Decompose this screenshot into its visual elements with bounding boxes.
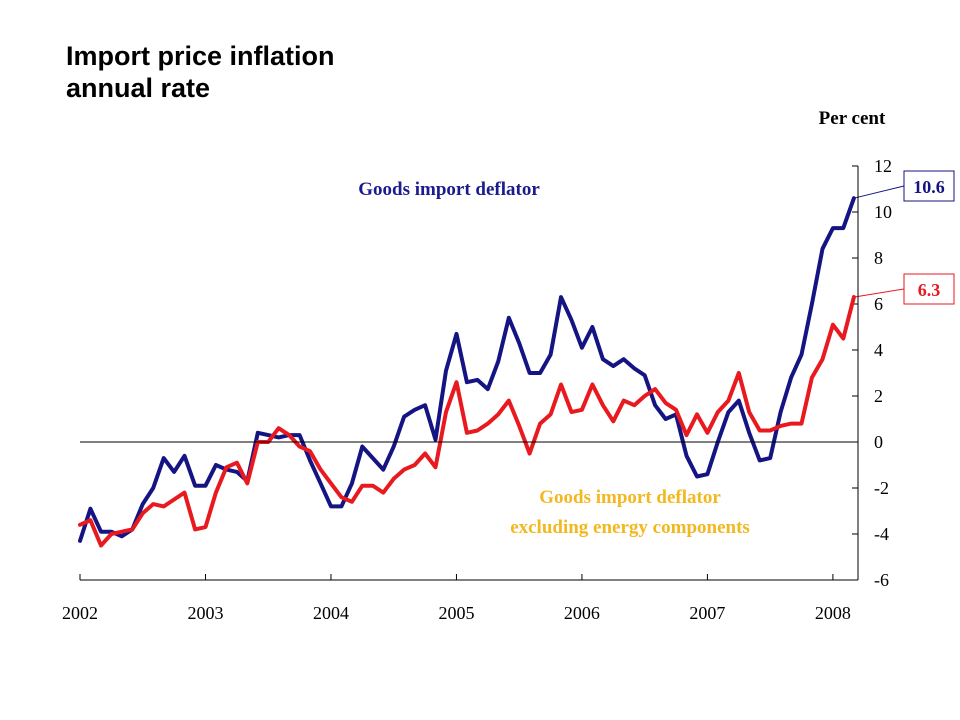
y-tick-label: 4 (874, 340, 883, 360)
red-end-value-box (903, 273, 955, 305)
blue-end-value-box (903, 170, 955, 202)
x-tick-label: 2004 (313, 603, 349, 623)
series-lines (78, 196, 856, 548)
x-axis-ticks (79, 574, 834, 580)
gold-series-annotation-line-1: Goods import deflator (539, 487, 721, 508)
y-tick-label: 2 (874, 386, 883, 406)
y-tick-label: 10 (874, 202, 892, 222)
y-tick-label: -4 (874, 524, 889, 544)
x-tick-label: 2003 (187, 603, 223, 623)
blue-end-value-leader-line (853, 185, 905, 199)
y-tick-label: 0 (874, 432, 883, 452)
goods-import-deflator-line (78, 196, 856, 543)
chart-title-line-2: annual rate (66, 73, 211, 103)
y-tick-label: -6 (874, 570, 889, 590)
x-tick-label: 2002 (62, 603, 98, 623)
blue-end-value-label: 10.6 (913, 177, 945, 197)
x-tick-label: 2006 (564, 603, 600, 623)
y-axis-tick-labels: -6 -4 -2 0 2 4 6 8 10 12 (874, 156, 892, 590)
chart-title-line-1: Import price inflation (66, 41, 335, 71)
x-axis-tick-labels: 2002 2003 2004 2005 2006 2007 2008 (62, 603, 851, 623)
y-tick-label: 6 (874, 294, 883, 314)
chart-title: Import price inflation annual rate (66, 40, 335, 104)
end-value-callouts: 10.6 6.3 (853, 170, 955, 305)
goods-import-deflator-ex-energy-line (78, 295, 856, 548)
y-axis-ticks (852, 165, 858, 581)
blue-series-annotation: Goods import deflator (358, 179, 540, 200)
x-tick-label: 2005 (438, 603, 474, 623)
red-end-value-leader-line (853, 288, 905, 298)
y-tick-label: -2 (874, 478, 889, 498)
y-tick-label: 8 (874, 248, 883, 268)
unit-label: Per cent (819, 108, 886, 129)
x-tick-label: 2008 (815, 603, 851, 623)
gold-series-annotation-line-2: excluding energy components (510, 517, 750, 538)
x-tick-label: 2007 (689, 603, 725, 623)
red-end-value-label: 6.3 (918, 280, 941, 300)
y-tick-label: 12 (874, 156, 892, 176)
